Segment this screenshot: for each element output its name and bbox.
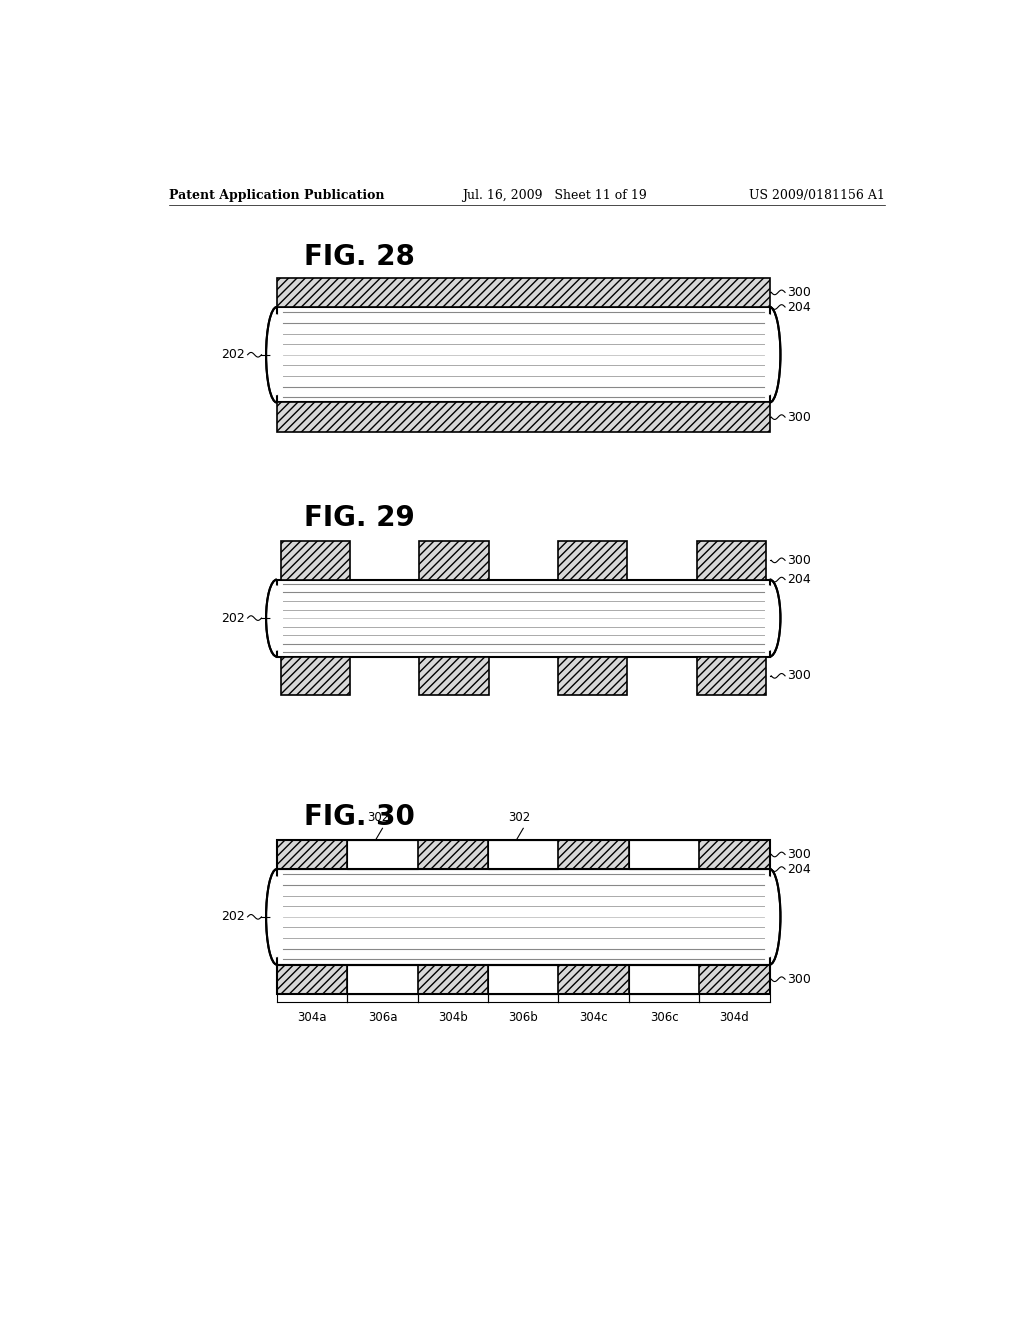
Text: FIG. 28: FIG. 28 — [304, 243, 415, 271]
Bar — [629, 965, 699, 994]
Text: 306c: 306c — [650, 1011, 678, 1024]
Text: 304d: 304d — [720, 1011, 750, 1024]
Bar — [418, 840, 488, 869]
Bar — [558, 965, 629, 994]
Bar — [696, 541, 766, 579]
Bar — [347, 840, 418, 869]
Text: 202: 202 — [221, 911, 245, 924]
Text: 306b: 306b — [508, 1011, 539, 1024]
Bar — [629, 840, 699, 869]
Text: 300: 300 — [787, 669, 811, 682]
Bar — [281, 656, 350, 696]
Bar — [488, 840, 558, 869]
Bar — [419, 656, 488, 696]
Bar — [699, 965, 770, 994]
Text: 202: 202 — [221, 611, 245, 624]
Bar — [276, 965, 347, 994]
Bar — [276, 840, 347, 869]
Text: 202: 202 — [221, 348, 245, 362]
Text: Patent Application Publication: Patent Application Publication — [169, 189, 385, 202]
Text: 300: 300 — [787, 847, 811, 861]
Ellipse shape — [270, 314, 284, 395]
Bar — [558, 656, 628, 696]
Text: 300: 300 — [787, 286, 811, 298]
Bar — [276, 869, 770, 965]
Bar — [419, 541, 488, 579]
Text: 204: 204 — [787, 573, 811, 586]
Bar — [558, 840, 629, 869]
Bar — [281, 541, 350, 579]
Text: 300: 300 — [787, 411, 811, 424]
Ellipse shape — [763, 314, 776, 395]
Text: FIG. 29: FIG. 29 — [304, 504, 415, 532]
Bar — [276, 403, 770, 432]
Text: Jul. 16, 2009   Sheet 11 of 19: Jul. 16, 2009 Sheet 11 of 19 — [462, 189, 646, 202]
Bar — [276, 840, 770, 869]
Bar — [699, 840, 770, 869]
Text: 204: 204 — [787, 862, 811, 875]
Ellipse shape — [763, 876, 776, 957]
Text: 304c: 304c — [580, 1011, 608, 1024]
Ellipse shape — [763, 585, 776, 651]
Text: 304a: 304a — [297, 1011, 327, 1024]
Ellipse shape — [270, 876, 284, 957]
Text: 302: 302 — [368, 812, 390, 825]
Bar — [488, 965, 558, 994]
Bar — [347, 965, 418, 994]
Bar — [276, 277, 770, 308]
Bar — [276, 579, 770, 656]
Ellipse shape — [270, 585, 284, 651]
Bar — [276, 308, 770, 403]
Text: 300: 300 — [787, 973, 811, 986]
Text: 300: 300 — [787, 554, 811, 566]
Text: 204: 204 — [787, 301, 811, 314]
Text: 302: 302 — [508, 812, 530, 825]
Bar — [696, 656, 766, 696]
Bar — [276, 965, 770, 994]
Text: 304b: 304b — [438, 1011, 468, 1024]
Text: 306a: 306a — [368, 1011, 397, 1024]
Text: FIG. 30: FIG. 30 — [304, 803, 415, 830]
Text: US 2009/0181156 A1: US 2009/0181156 A1 — [750, 189, 885, 202]
Bar — [418, 965, 488, 994]
Bar — [558, 541, 628, 579]
